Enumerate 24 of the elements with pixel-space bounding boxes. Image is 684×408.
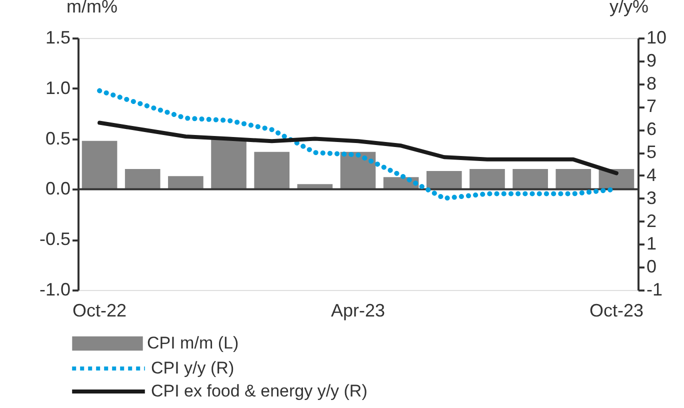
y2-tick-label: 7 (646, 96, 657, 116)
y-tick-label: 0.0 (45, 178, 70, 199)
y2-tick-label: 0 (646, 256, 657, 277)
y-tick-label: 1.0 (45, 78, 70, 98)
legend-label: CPI ex food & energy y/y (R) (151, 382, 368, 400)
x-tick-label: Oct-22 (72, 300, 127, 320)
x-tick-label: Apr-23 (330, 300, 386, 320)
y-tick-label: 0.5 (45, 128, 70, 148)
x-tick-label: Oct-23 (589, 300, 644, 320)
y-tick-label: -1.0 (39, 280, 70, 300)
y2-tick-label: 10 (646, 28, 667, 48)
y2-tick-label: 9 (646, 50, 657, 70)
y2-tick-label: 4 (646, 164, 657, 185)
legend-label: CPI m/m (L) (147, 334, 239, 352)
y2-tick-label: 1 (646, 234, 657, 254)
y2-tick-label: -1 (646, 280, 663, 300)
legend-label: CPI y/y (R) (151, 358, 234, 378)
y2-tick-label: 3 (646, 188, 657, 208)
y-tick-label: 1.5 (45, 28, 70, 48)
y2-tick-label: 8 (646, 73, 657, 94)
y2-tick-label: 6 (646, 119, 657, 140)
y2-tick-label: 2 (646, 210, 657, 231)
y2-tick-label: 5 (646, 142, 657, 162)
y-tick-label: -0.5 (39, 229, 70, 250)
